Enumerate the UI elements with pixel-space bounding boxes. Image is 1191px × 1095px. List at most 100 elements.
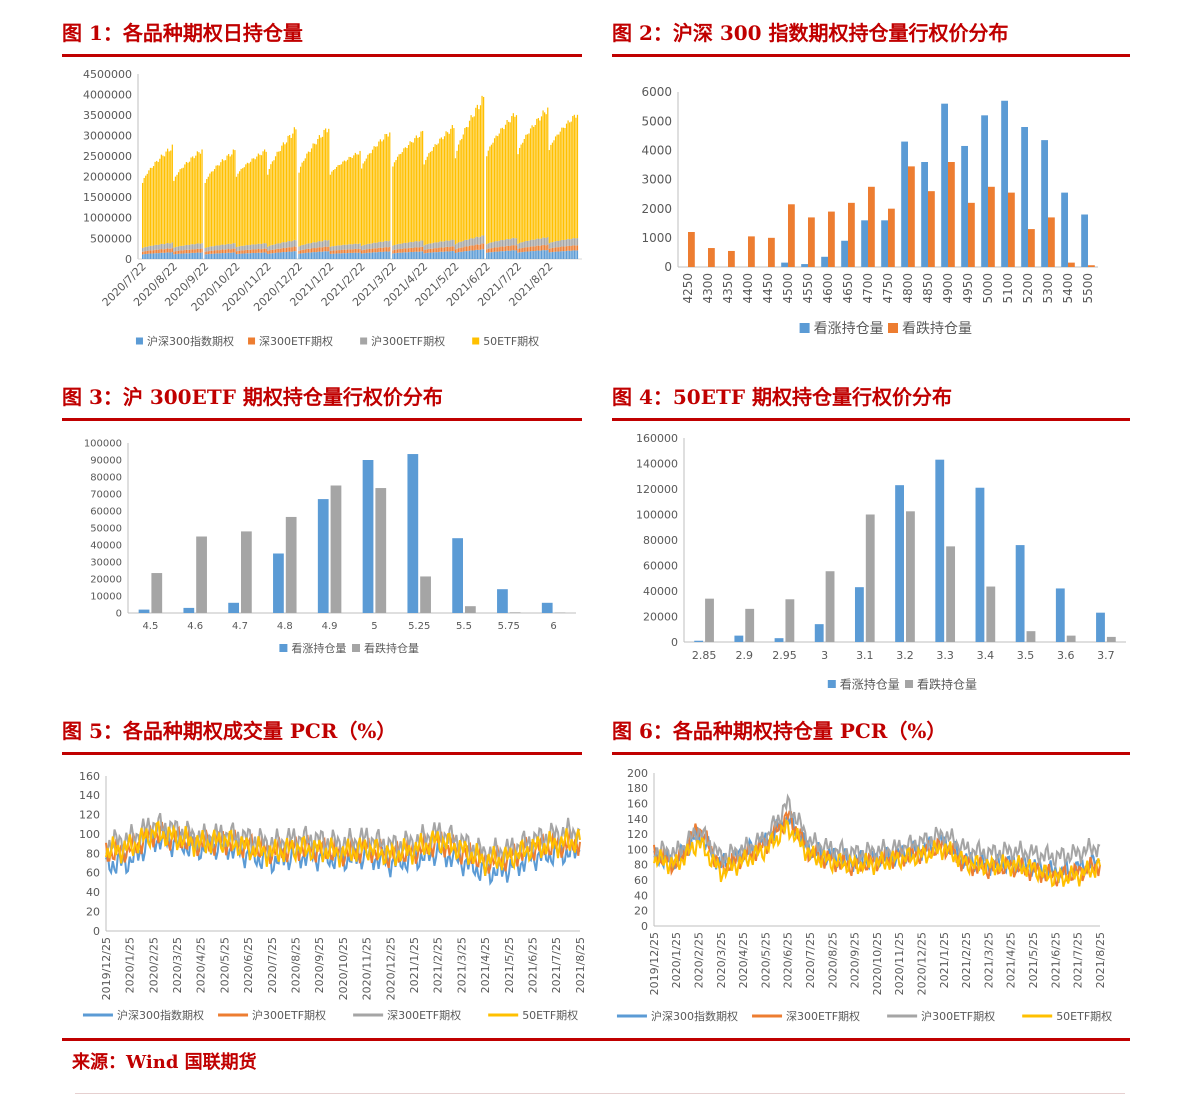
bar [928,191,935,267]
bar [303,249,305,254]
x-tick-label: 4450 [761,273,775,304]
bar [218,245,220,251]
legend-label: 沪300ETF期权 [921,1009,995,1023]
bar [251,244,253,250]
bar [389,251,391,259]
figure-4-panel: 图 4：50ETF 期权持仓量行权价分布 0 20000 40000 60000 800… [612,378,1130,703]
bar [157,161,159,245]
bar [551,247,554,253]
bar [303,244,305,250]
bar [537,245,539,251]
bar [376,252,378,259]
y-tick-label: 1000000 [83,212,132,225]
bar [434,242,436,249]
bar [268,168,270,246]
bar [497,251,499,259]
bar [428,153,430,244]
bar [192,156,194,245]
bar [506,250,508,259]
bar [400,252,402,259]
bar [403,252,405,259]
bar [523,138,525,242]
bar [504,246,507,251]
bar [156,244,158,250]
bar [232,149,234,244]
bar [453,251,455,259]
bar [401,243,403,249]
bar [163,252,166,259]
bar [160,249,162,253]
bar [558,134,560,241]
bar [331,253,333,259]
bar [282,247,285,253]
legend-label: 看涨持仓量 [840,676,900,691]
bar [379,251,381,259]
bar [379,247,381,252]
bar [734,635,744,642]
bar [486,156,488,245]
bar [192,252,194,259]
bar [493,251,496,259]
bar [154,244,156,250]
bar [475,244,477,250]
bar [162,155,164,245]
bar [317,251,319,259]
bar [1066,635,1076,642]
bar [168,151,170,244]
bar [328,240,330,247]
bar [184,253,186,259]
bar [154,249,156,254]
bar [289,241,291,248]
bar [273,249,275,254]
bar [284,144,286,243]
x-tick-label: 4300 [701,273,715,304]
bar [299,250,302,254]
bar [437,248,439,253]
x-tick-label: 2021/6/25 [526,937,539,993]
bar [498,133,500,241]
bar [148,170,150,247]
bar [231,249,233,253]
bar [174,251,177,255]
bar [403,248,405,253]
bar [285,252,288,259]
bar [224,160,227,245]
bar [544,245,546,251]
y-tick-label: 60 [86,867,100,880]
bar [473,116,475,239]
bar [156,160,158,245]
bar [705,598,714,642]
y-tick-label: 80 [86,847,100,860]
bar [422,240,424,247]
y-tick-label: 100000 [636,508,678,521]
bar [382,247,385,252]
bar [348,156,350,245]
x-tick-label: 5.5 [456,621,472,632]
bar [364,161,366,245]
bar [317,139,319,242]
bar [171,144,173,243]
bar [487,252,489,259]
bar [411,242,413,248]
y-tick-label: 0 [93,925,100,938]
bar [151,245,153,251]
bar [545,250,547,259]
bar [365,252,367,259]
bar [254,249,256,254]
bar [264,149,266,244]
bar [457,248,460,253]
bar [274,156,277,245]
y-tick-label: 0 [671,636,678,649]
bar [465,127,468,240]
bar [177,172,180,247]
bar [285,247,288,253]
bar [190,244,192,250]
bar [500,246,502,252]
bar [986,586,996,642]
bar [343,244,346,250]
bar [240,245,242,251]
bar [309,243,311,249]
bar [848,202,855,267]
y-tick-label: 80 [634,859,648,872]
bar [490,242,493,249]
